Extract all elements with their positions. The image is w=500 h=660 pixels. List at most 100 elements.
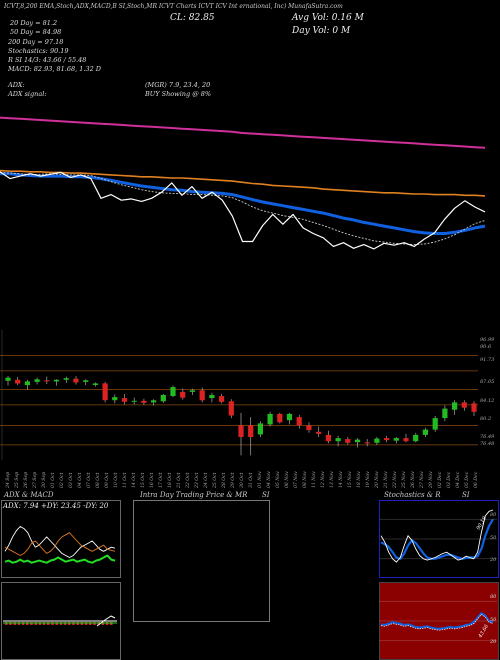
intraday-panel-si: SI (262, 491, 270, 499)
rsi-lines: 43.66 (379, 600, 497, 642)
price-axis-label: 91.73 (480, 357, 495, 363)
date-axis-label: 05 Dec (465, 471, 470, 488)
adx-signal-label: ADX signal: (8, 90, 47, 98)
stoch-level-20: 20 (490, 557, 497, 563)
candle-body (219, 396, 225, 402)
date-axis-label: 13 Nov (330, 471, 335, 488)
date-axis-label: 07 Oct (87, 472, 92, 489)
candle-body (44, 380, 50, 382)
candle-body (267, 413, 273, 425)
rsi-level-50: 50 (490, 617, 497, 623)
close-label: CL: 82.85 (170, 13, 215, 23)
ma20-label: 20 Day = 81.2 (10, 19, 58, 27)
date-axis-label: 24 Sep (6, 471, 11, 488)
stoch-label: Stochastics: 90.19 (8, 47, 69, 55)
rsi-smooth-line (380, 614, 494, 631)
candle-body (306, 425, 312, 431)
date-axis-label: 18 Oct (168, 472, 173, 489)
candle-body (73, 378, 79, 383)
date-axis-label: 04 Dec (456, 471, 461, 488)
date-axis-label: 19 Nov (366, 471, 371, 488)
candle-body (393, 438, 399, 441)
stochastics-lines: 90.19 (379, 509, 497, 563)
candle-body (141, 400, 147, 403)
candle-body (345, 439, 351, 443)
adx-label: ADX: (8, 81, 25, 89)
date-axis-label: 12 Nov (321, 471, 326, 488)
date-axis-label: 01 Nov (258, 471, 263, 488)
date-axis-label: 25 Sep (15, 471, 20, 488)
ema50-line (0, 169, 486, 197)
date-axis-label: 04 Nov (267, 471, 272, 488)
ema200-line (0, 116, 486, 149)
price-axis-label: 87.05 (480, 379, 495, 385)
ma50-label: 50 Day = 84.98 (10, 28, 62, 36)
candle-body (160, 395, 166, 402)
candle-body (296, 417, 302, 426)
candle-body (384, 438, 390, 441)
date-axis-label: 07 Nov (294, 471, 299, 488)
stoch-k-line (380, 509, 494, 563)
candle-body (354, 439, 361, 443)
date-axis-label: 02 Dec (438, 471, 443, 488)
candle-body (170, 387, 176, 396)
candle-body (374, 438, 380, 443)
adx-lines (4, 526, 116, 564)
date-axis-label: 29 Nov (429, 471, 434, 488)
date-axis-label: 16 Oct (150, 472, 155, 489)
date-axis-label: 27 Nov (420, 471, 425, 488)
mgr-label: (MGR) 7.9, 23.4, 20 (145, 81, 211, 89)
rsi-level-80: 80 (490, 594, 497, 600)
candle-body (277, 413, 283, 423)
date-axis-label: 14 Nov (339, 471, 344, 488)
date-axis-label: 14 Oct (132, 472, 137, 489)
date-axis-label: 30 Sep (42, 471, 47, 488)
candle-body (413, 434, 419, 442)
date-axis-label: 11 Oct (123, 472, 128, 489)
adx-panel (1, 500, 121, 578)
candle-body (335, 438, 341, 442)
candlestick-chart (0, 330, 478, 460)
date-axis-label: 28 Oct (222, 472, 227, 489)
adx-line (4, 554, 116, 564)
date-axis-label: 22 Oct (186, 472, 191, 489)
candle-body (316, 431, 322, 434)
stoch-panel-title: Stochastics & R (384, 491, 441, 499)
date-axis-label: 15 Oct (141, 472, 146, 489)
candle-body (471, 403, 477, 412)
buy-showing-label: BUY Showing @ 8% (145, 90, 212, 98)
candle-body (248, 425, 254, 437)
date-axis-label: 20 Nov (375, 471, 380, 488)
candle-body (403, 438, 409, 442)
price-axis-label: 84.12 (480, 398, 495, 404)
adx-values: ADX: 7.94 +DY: 23.45 -DY: 20 (3, 502, 109, 510)
candle-body (15, 379, 21, 384)
candle-body (452, 402, 458, 410)
date-axis: 24 Sep 25 Sep 26 Sep 27 Sep 30 Sep 01 Oct 02 O… (0, 466, 500, 490)
date-axis-label: 11 Nov (312, 471, 317, 488)
day-vol-label: Day Vol: 0 M (292, 26, 351, 36)
date-axis-label: 15 Nov (348, 471, 353, 488)
avg-vol-label: Avg Vol: 0.16 M (292, 13, 364, 23)
candle-body (34, 379, 40, 382)
candle-body (53, 379, 60, 382)
rsi-line (380, 612, 494, 630)
candle-body (102, 383, 108, 401)
price-axis-label: 80.2 (480, 416, 492, 422)
date-axis-label: 27 Sep (33, 471, 38, 488)
moving-average-chart (0, 116, 486, 250)
macd-tail-line (96, 615, 116, 627)
minus-di-line (4, 532, 116, 556)
date-axis-label: 21 Nov (384, 471, 389, 488)
candle-body (199, 390, 205, 401)
price-axis-label: 76.49 (480, 434, 495, 440)
candle-body (112, 397, 118, 401)
candle-body (5, 377, 11, 381)
date-axis-label: 25 Nov (402, 471, 407, 488)
date-axis-label: 08 Nov (303, 471, 308, 488)
date-axis-label: 10 Oct (114, 472, 119, 489)
date-axis-label: 25 Oct (213, 472, 218, 489)
stoch-value-label: 90.19 (476, 515, 489, 531)
date-axis-label: 31 Oct (249, 472, 254, 489)
adx-panel-title: ADX & MACD (4, 491, 54, 499)
